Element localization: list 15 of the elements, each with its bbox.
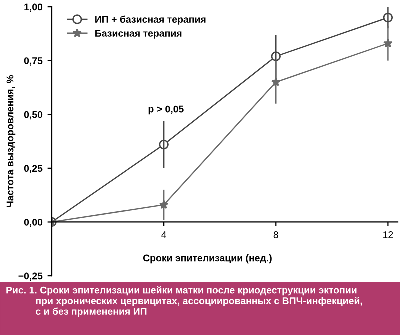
x-tick-label: 4	[162, 232, 166, 238]
y-tick-label: −0,25	[18, 272, 43, 282]
annotation: p > 0,05	[148, 106, 184, 115]
y-tick-label: 0,25	[24, 165, 43, 174]
y-tick-label: 0,00	[24, 218, 43, 228]
x-axis-title: Сроки эпителизации (нед.)	[143, 254, 272, 264]
x-tick-label: 8	[274, 232, 278, 238]
y-tick-label: 0,75	[24, 58, 43, 66]
x-tick-label: 12	[384, 232, 394, 238]
y-tick-label: 0,50	[24, 111, 43, 120]
y-axis-title: Частота выздоровления, %	[6, 75, 16, 208]
y-tick-label: 1,00	[24, 4, 43, 12]
text: Рис. 1. Сроки эпителизации шейки матки после криодеструкции эктопии при хронических цервицитах, ассоциированных с ВПЧ-инфекцией, с и без применения ИП	[6, 286, 362, 317]
legend-label: ИП + базисная терапия	[96, 16, 206, 25]
legend-label: Базисная терапия	[96, 30, 182, 39]
